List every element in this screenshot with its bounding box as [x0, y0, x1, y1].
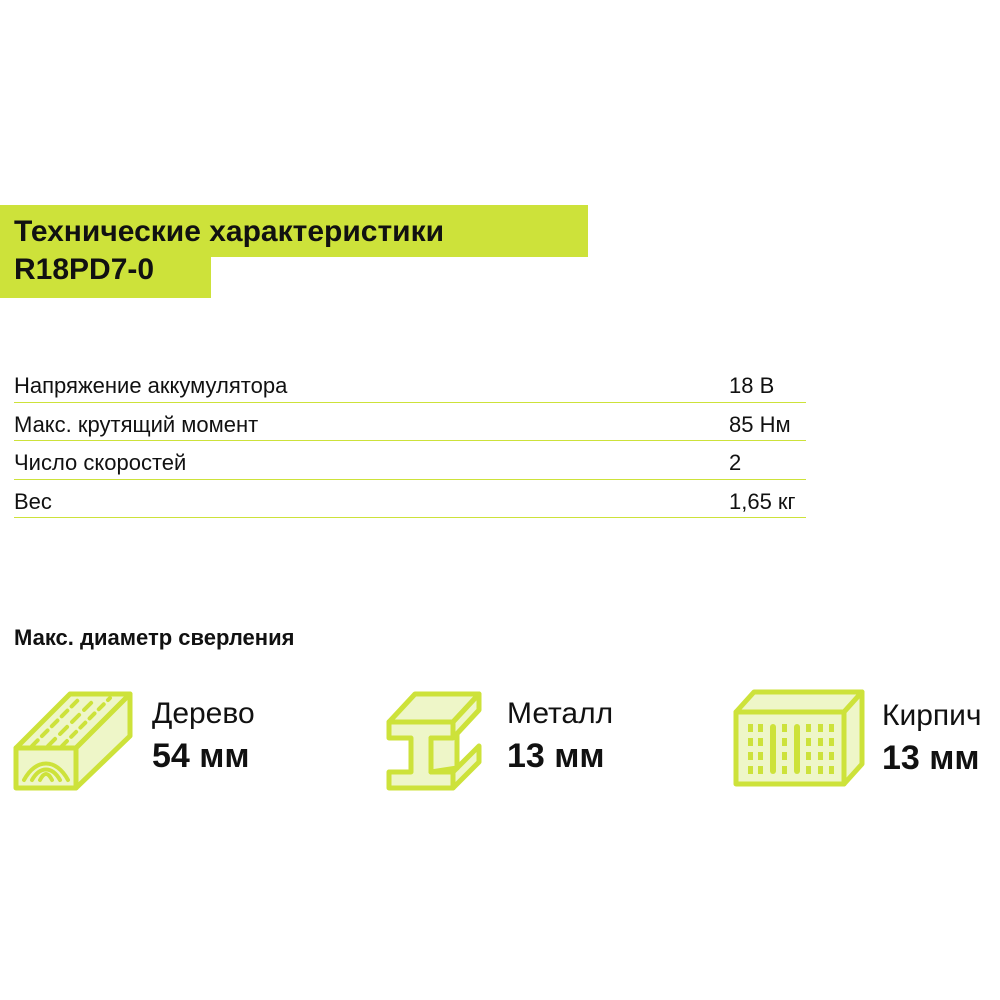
spec-value: 18 В	[729, 373, 775, 398]
drilling-section-title: Макс. диаметр сверления	[14, 625, 295, 650]
material-value: 54 мм	[152, 737, 250, 775]
spec-label: Число скоростей	[14, 450, 187, 475]
specs-table: Напряжение аккумулятора 18 В Макс. крутя…	[14, 364, 806, 518]
spec-value: 85 Нм	[729, 411, 791, 437]
brick-icon	[733, 689, 865, 787]
page-title: Технические характеристики	[14, 215, 445, 248]
material-brick: Кирпич 13 мм	[732, 688, 1000, 798]
material-name: Металл	[507, 697, 614, 730]
spec-row-voltage: Напряжение аккумулятора 18 В	[14, 364, 806, 403]
wood-plank-icon	[13, 691, 133, 791]
material-wood: Дерево 54 мм	[10, 688, 330, 798]
spec-label: Вес	[14, 488, 52, 514]
material-name: Дерево	[152, 697, 255, 730]
spec-value: 2	[729, 450, 742, 475]
model-highlight-band	[0, 257, 211, 298]
spec-label: Макс. крутящий момент	[14, 411, 259, 437]
spec-value: 1,65 кг	[729, 488, 796, 514]
steel-beam-icon	[386, 691, 482, 791]
material-value: 13 мм	[882, 739, 980, 777]
material-name: Кирпич	[882, 699, 982, 732]
model-name: R18PD7-0	[14, 253, 155, 286]
material-metal: Металл 13 мм	[385, 688, 685, 798]
spec-row-weight: Вес 1,65 кг	[14, 480, 806, 518]
spec-label: Напряжение аккумулятора	[14, 373, 288, 398]
material-value: 13 мм	[507, 737, 605, 775]
title-highlight-band	[0, 205, 588, 257]
spec-row-speeds: Число скоростей 2	[14, 441, 806, 480]
spec-row-torque: Макс. крутящий момент 85 Нм	[14, 403, 806, 441]
